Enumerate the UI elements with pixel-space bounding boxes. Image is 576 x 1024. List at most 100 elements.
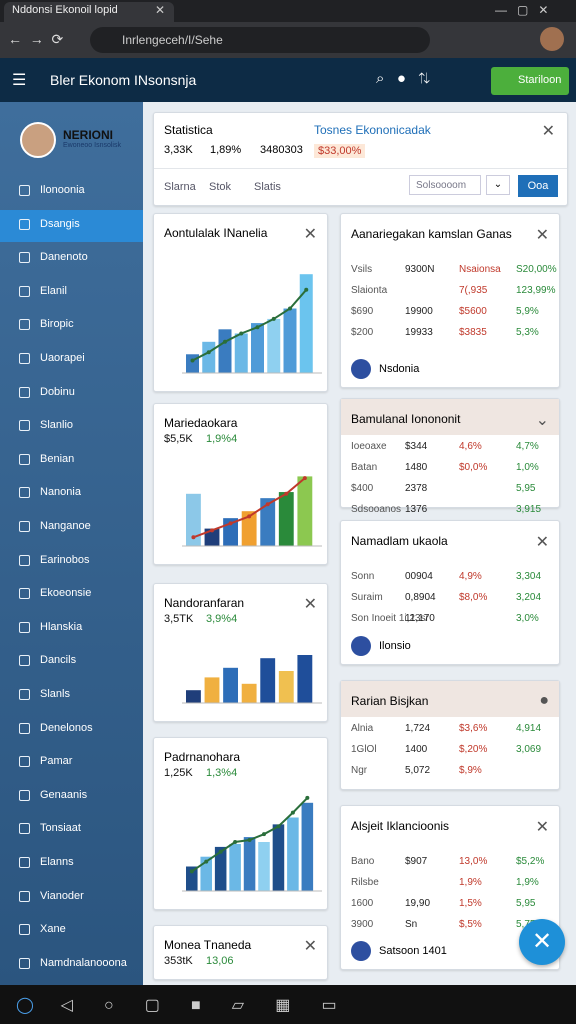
close[interactable]: ✕ [535,227,549,244]
mini-chart [182,655,322,704]
line [192,289,308,362]
chart-card: Padrnanohara 1,25K 1,3%4 [153,737,328,910]
table-cell: 1GlOl [351,744,377,755]
overview-stat: 3480303 [260,144,303,156]
bar [299,274,313,373]
table-cell: 1,5% [459,898,482,909]
nav-buttons[interactable]: ← → ⟳ [8,31,64,47]
line-point [304,287,309,292]
sidebar-item[interactable]: Ekoeonsie [40,587,92,600]
table-cell: Slaionta [351,285,388,296]
bar [283,308,297,373]
table-cell: 0,8904 [405,592,436,603]
line-point [223,339,227,344]
tab[interactable]: Slarna [164,181,196,193]
item-icon [19,857,30,868]
dropdown[interactable]: ⌄ [486,175,510,195]
sidebar-item[interactable]: Namdnalanooona [40,956,127,969]
table-cell: 1,724 [405,723,431,734]
sidebar-item[interactable]: Genaanis [40,788,88,801]
chart-stat: 3,5TK [164,613,194,625]
sidebar-item[interactable]: Nanonia [40,486,81,499]
close[interactable]: ✕ [541,123,555,140]
tab-close[interactable]: ✕ [155,3,166,17]
overview-stat: 3,33K [164,144,193,156]
close[interactable]: ✕ [303,596,317,613]
close[interactable]: ✕ [303,226,317,243]
table-footer[interactable]: Satsoon 1401 [379,945,447,957]
avatar[interactable] [540,27,564,51]
table-cell: 4,9% [459,571,482,582]
chart-title: Padrnanohara [164,750,241,764]
chart-title: Aontulalak INanelia [164,226,268,240]
menu-icon[interactable]: ☰ [12,72,27,89]
header-button[interactable] [491,67,569,95]
nav-icons[interactable]: ◯ ◁ ○ ▢ ■ ▱ ▦ ▭ [16,997,337,1014]
fab[interactable]: ✕ [519,919,565,965]
sidebar-item[interactable]: Slanlio [40,419,74,432]
item-icon [19,722,30,734]
table-cell: 3,304 [516,571,542,582]
close[interactable]: ✕ [535,819,549,836]
line-point [233,840,238,844]
table-cell: S20,00% [516,264,557,275]
sidebar-item[interactable]: Uaorapei [40,352,85,364]
table-cell: $200 [351,327,374,338]
chart-stat: $5,5K [164,433,193,445]
sidebar-item[interactable]: Slanls [40,688,70,700]
sidebar: NERIONI Ewoneoo Isnsolisk Ilonoonia Dsangis… [0,102,143,985]
search-input[interactable]: Solsoooom [409,175,481,195]
table-footer[interactable]: Nsdonia [379,363,420,375]
sidebar-item[interactable]: Biropic [40,318,74,331]
bar [214,846,227,891]
overview-button[interactable]: Ooa [518,175,558,197]
sidebar-item[interactable]: Danenoto [40,251,88,264]
sidebar-item[interactable]: Dsangis [40,217,80,230]
sidebar-item[interactable]: Nanganoe [40,520,91,532]
sidebar-item[interactable]: Ilonoonia [40,184,85,196]
table-cell: Vsils [351,264,373,275]
active-item[interactable] [0,209,143,242]
table-header [341,399,559,435]
sidebar-item[interactable]: Dobinu [40,385,75,398]
divider [154,168,567,169]
sidebar-item[interactable]: Xane [40,923,66,936]
line-point [247,514,252,519]
table-footer[interactable]: Ilonsio [379,640,411,652]
line-point [204,859,209,864]
sidebar-item[interactable]: Tonsiaat [40,822,81,835]
close[interactable]: ● [539,692,549,709]
line-point [305,795,310,800]
sidebar-item[interactable]: Vianoder [40,889,84,902]
url-field[interactable] [90,27,430,53]
sidebar-item[interactable]: Earinobos [40,553,90,566]
sidebar-item[interactable]: Elanns [40,856,74,868]
sidebar-item[interactable]: Denelonos [40,721,93,734]
table-cell: 1600 [351,898,374,909]
item-icon [19,285,30,297]
table-cell: 19933 [405,327,433,338]
sidebar-item[interactable]: Hlanskia [40,620,83,633]
tab[interactable]: Slatis [254,181,281,193]
sidebar-item[interactable]: Pamar [40,755,73,768]
tab[interactable] [4,2,174,22]
bar [204,528,220,546]
item-icon [19,924,30,936]
bar [200,856,212,891]
close[interactable]: ⌄ [535,412,549,429]
bar [218,329,232,373]
sidebar-item[interactable]: Benian [40,452,75,465]
bar [229,843,241,891]
sidebar-item[interactable]: Elanil [40,284,67,297]
table-cell: $5,2% [516,856,545,867]
table-title: Aanariegakan kamslan Ganas [351,227,512,241]
item-icon [19,957,30,969]
tab[interactable]: Stok [209,181,232,193]
header-icons[interactable]: ⌕ ● ⇅ [376,70,431,87]
item-icon [19,890,30,902]
close[interactable]: ✕ [535,534,549,551]
line-point [218,849,223,854]
header-button-label: Stariloon [518,74,562,86]
sidebar-item[interactable]: Dancils [40,654,77,667]
close[interactable]: ✕ [303,938,317,955]
